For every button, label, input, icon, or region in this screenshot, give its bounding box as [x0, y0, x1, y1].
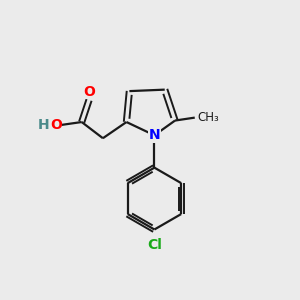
Text: O: O — [83, 85, 95, 99]
Text: CH₃: CH₃ — [198, 111, 220, 124]
Text: N: N — [148, 128, 160, 142]
Text: O: O — [50, 118, 62, 132]
Text: Cl: Cl — [147, 238, 162, 252]
Text: H: H — [38, 118, 49, 132]
